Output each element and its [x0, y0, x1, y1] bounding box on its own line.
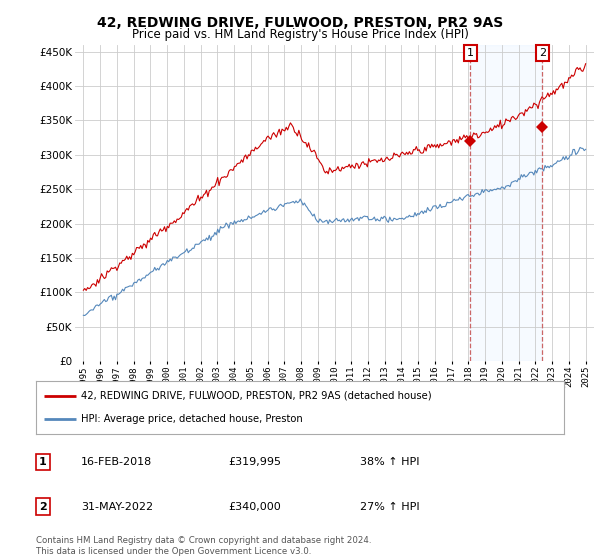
Text: 2: 2 [39, 502, 47, 512]
Text: 42, REDWING DRIVE, FULWOOD, PRESTON, PR2 9AS (detached house): 42, REDWING DRIVE, FULWOOD, PRESTON, PR2… [81, 391, 431, 401]
Text: Price paid vs. HM Land Registry's House Price Index (HPI): Price paid vs. HM Land Registry's House … [131, 28, 469, 41]
Text: 38% ↑ HPI: 38% ↑ HPI [360, 457, 419, 467]
Text: 2: 2 [539, 48, 546, 58]
Text: 1: 1 [467, 48, 474, 58]
Text: 42, REDWING DRIVE, FULWOOD, PRESTON, PR2 9AS: 42, REDWING DRIVE, FULWOOD, PRESTON, PR2… [97, 16, 503, 30]
Text: 27% ↑ HPI: 27% ↑ HPI [360, 502, 419, 512]
Text: Contains HM Land Registry data © Crown copyright and database right 2024.
This d: Contains HM Land Registry data © Crown c… [36, 536, 371, 556]
Text: £319,995: £319,995 [228, 457, 281, 467]
Text: 1: 1 [39, 457, 47, 467]
Text: HPI: Average price, detached house, Preston: HPI: Average price, detached house, Pres… [81, 414, 302, 424]
Bar [470, 45, 542, 361]
Text: £340,000: £340,000 [228, 502, 281, 512]
Text: 31-MAY-2022: 31-MAY-2022 [81, 502, 153, 512]
Text: 16-FEB-2018: 16-FEB-2018 [81, 457, 152, 467]
